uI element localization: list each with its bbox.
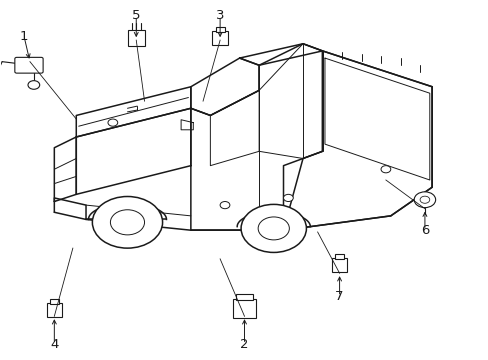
Circle shape <box>92 197 162 248</box>
Text: 5: 5 <box>132 9 140 22</box>
Circle shape <box>380 166 390 173</box>
Circle shape <box>419 196 429 203</box>
Circle shape <box>413 192 435 208</box>
FancyBboxPatch shape <box>215 27 224 32</box>
Text: 7: 7 <box>335 290 343 303</box>
FancyBboxPatch shape <box>46 303 62 317</box>
Text: 1: 1 <box>20 30 28 43</box>
Circle shape <box>283 194 293 202</box>
FancyBboxPatch shape <box>236 294 252 301</box>
FancyBboxPatch shape <box>232 299 256 318</box>
Circle shape <box>241 204 306 252</box>
Text: 6: 6 <box>420 224 428 237</box>
Circle shape <box>28 81 40 89</box>
FancyBboxPatch shape <box>334 254 344 260</box>
Text: 3: 3 <box>215 9 224 22</box>
FancyBboxPatch shape <box>331 258 346 273</box>
Circle shape <box>110 210 144 235</box>
Circle shape <box>108 119 118 126</box>
FancyBboxPatch shape <box>50 299 59 304</box>
Text: 2: 2 <box>240 338 248 351</box>
FancyBboxPatch shape <box>128 31 144 46</box>
Circle shape <box>220 202 229 209</box>
Text: 4: 4 <box>50 338 59 351</box>
Circle shape <box>258 217 289 240</box>
FancyBboxPatch shape <box>15 57 43 73</box>
FancyBboxPatch shape <box>212 31 227 45</box>
